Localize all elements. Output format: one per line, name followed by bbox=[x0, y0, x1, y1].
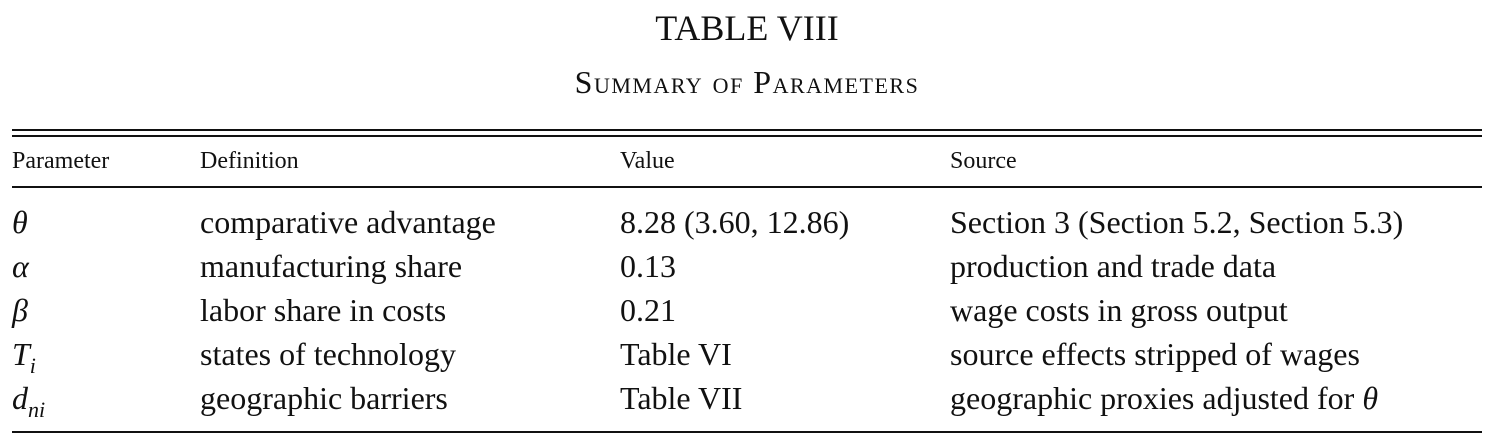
definition-cell: comparative advantage bbox=[200, 204, 496, 240]
source-cell: geographic proxies adjusted for θ bbox=[950, 378, 1378, 418]
header-source: Source bbox=[950, 148, 1017, 174]
source-cell: wage costs in gross output bbox=[950, 292, 1288, 328]
param-symbol-alpha: α bbox=[12, 248, 29, 284]
value-cell: 0.13 bbox=[620, 248, 676, 284]
source-cell: production and trade data bbox=[950, 248, 1277, 284]
param-symbol-theta: θ bbox=[12, 204, 28, 240]
definition-cell: labor share in costs bbox=[200, 292, 447, 328]
header-parameter: Parameter bbox=[12, 148, 110, 174]
param-symbol-beta: β bbox=[12, 292, 28, 328]
source-cell: Section 3 (Section 5.2, Section 5.3) bbox=[950, 204, 1404, 240]
definition-cell: manufacturing share bbox=[200, 248, 463, 284]
value-cell: Table VII bbox=[620, 380, 743, 416]
bottom-rule bbox=[12, 431, 1482, 433]
table-number: TABLE VIII bbox=[655, 8, 839, 48]
definition-cell: states of technology bbox=[200, 336, 456, 372]
definition-cell: geographic barriers bbox=[200, 380, 448, 416]
table-caption: Summary of Parameters bbox=[574, 64, 920, 100]
source-cell: source effects stripped of wages bbox=[950, 336, 1360, 372]
header-definition: Definition bbox=[200, 148, 299, 174]
top-rule-outer bbox=[12, 129, 1482, 131]
param-symbol-d-ni: dni bbox=[12, 380, 46, 422]
header-rule bbox=[12, 186, 1482, 188]
value-cell: 0.21 bbox=[620, 292, 676, 328]
value-cell: Table VI bbox=[620, 336, 732, 372]
param-symbol-t-i: Ti bbox=[12, 336, 36, 378]
value-cell: 8.28 (3.60, 12.86) bbox=[620, 204, 850, 240]
source-text: geographic proxies adjusted for bbox=[950, 380, 1363, 416]
theta-symbol: θ bbox=[1362, 380, 1379, 416]
top-rule-inner bbox=[12, 135, 1482, 137]
header-value: Value bbox=[620, 148, 675, 174]
